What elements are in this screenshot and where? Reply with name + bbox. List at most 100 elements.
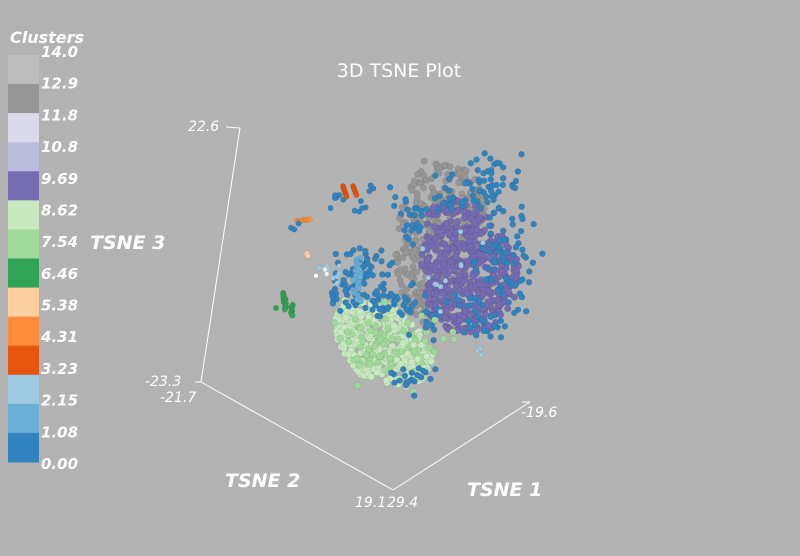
data-point[interactable]: [357, 324, 365, 332]
data-point[interactable]: [505, 299, 512, 306]
data-point[interactable]: [424, 220, 432, 228]
data-point[interactable]: [509, 221, 516, 228]
data-point[interactable]: [502, 249, 510, 257]
data-point[interactable]: [306, 216, 313, 223]
data-point[interactable]: [488, 277, 495, 284]
data-point[interactable]: [363, 351, 371, 359]
data-point[interactable]: [366, 267, 373, 275]
data-point[interactable]: [366, 360, 374, 368]
data-point[interactable]: [420, 184, 427, 192]
data-point[interactable]: [465, 318, 472, 325]
data-point[interactable]: [373, 368, 381, 377]
data-point[interactable]: [337, 328, 345, 337]
data-point[interactable]: [408, 369, 415, 376]
data-point[interactable]: [399, 339, 407, 347]
data-point[interactable]: [457, 228, 464, 235]
data-point[interactable]: [519, 246, 526, 253]
data-point[interactable]: [372, 301, 379, 309]
data-point[interactable]: [381, 366, 389, 374]
data-point[interactable]: [446, 163, 454, 171]
data-point[interactable]: [429, 242, 437, 250]
data-point[interactable]: [487, 155, 494, 162]
data-point[interactable]: [476, 203, 484, 210]
data-point[interactable]: [481, 150, 488, 157]
data-point[interactable]: [408, 282, 415, 289]
data-point[interactable]: [344, 338, 352, 346]
data-point[interactable]: [453, 217, 461, 225]
data-point[interactable]: [472, 267, 479, 274]
data-point[interactable]: [388, 369, 395, 376]
data-point[interactable]: [371, 343, 379, 351]
data-point[interactable]: [405, 331, 413, 339]
data-point[interactable]: [503, 259, 511, 267]
data-point[interactable]: [435, 205, 442, 213]
data-point[interactable]: [392, 193, 399, 201]
data-point[interactable]: [281, 306, 288, 313]
data-point[interactable]: [501, 236, 508, 243]
data-point[interactable]: [473, 332, 480, 339]
data-point[interactable]: [456, 317, 464, 325]
data-point[interactable]: [387, 354, 395, 362]
data-point[interactable]: [514, 168, 522, 175]
data-point[interactable]: [487, 313, 495, 321]
data-point[interactable]: [398, 281, 405, 289]
data-point[interactable]: [354, 381, 362, 389]
data-point[interactable]: [413, 268, 421, 276]
data-point[interactable]: [344, 350, 353, 359]
data-point[interactable]: [520, 252, 527, 259]
data-point[interactable]: [410, 341, 418, 349]
data-point[interactable]: [456, 302, 463, 309]
data-point[interactable]: [401, 294, 408, 301]
data-point[interactable]: [418, 212, 426, 220]
data-point[interactable]: [473, 156, 480, 163]
data-point[interactable]: [511, 309, 518, 317]
data-point[interactable]: [333, 295, 340, 303]
data-point[interactable]: [337, 307, 344, 315]
data-point[interactable]: [402, 249, 410, 257]
data-point[interactable]: [490, 209, 498, 216]
data-point[interactable]: [373, 288, 380, 295]
data-point[interactable]: [340, 196, 347, 203]
data-point[interactable]: [518, 151, 525, 158]
data-point[interactable]: [402, 233, 410, 241]
data-point[interactable]: [526, 268, 533, 275]
data-point[interactable]: [432, 172, 439, 179]
data-point[interactable]: [363, 293, 371, 300]
data-point[interactable]: [414, 355, 422, 363]
data-point[interactable]: [474, 166, 481, 174]
data-point[interactable]: [510, 259, 517, 267]
data-point[interactable]: [479, 301, 487, 309]
data-point[interactable]: [359, 337, 367, 345]
data-point[interactable]: [392, 251, 400, 259]
data-point[interactable]: [330, 275, 336, 282]
data-point[interactable]: [443, 244, 451, 252]
data-point[interactable]: [397, 210, 405, 217]
data-point[interactable]: [446, 187, 453, 194]
data-point[interactable]: [454, 240, 462, 248]
data-point[interactable]: [480, 245, 487, 252]
data-point[interactable]: [424, 236, 432, 244]
data-point[interactable]: [431, 295, 439, 303]
data-point[interactable]: [391, 202, 398, 210]
data-point[interactable]: [464, 258, 472, 266]
data-point[interactable]: [479, 291, 487, 299]
data-point[interactable]: [450, 266, 458, 274]
data-point[interactable]: [441, 314, 449, 322]
data-point[interactable]: [434, 281, 440, 288]
data-point[interactable]: [331, 319, 339, 327]
data-point[interactable]: [440, 268, 448, 276]
data-point[interactable]: [273, 305, 280, 312]
data-point[interactable]: [361, 280, 368, 287]
data-point[interactable]: [400, 327, 408, 335]
data-point[interactable]: [369, 272, 376, 279]
data-point[interactable]: [336, 270, 343, 276]
data-point[interactable]: [460, 277, 468, 285]
data-point[interactable]: [422, 176, 430, 184]
data-point[interactable]: [484, 199, 491, 206]
data-point[interactable]: [390, 322, 398, 330]
data-point[interactable]: [480, 327, 487, 335]
data-point[interactable]: [334, 280, 341, 287]
data-point[interactable]: [452, 291, 459, 299]
data-point[interactable]: [437, 308, 444, 315]
data-point[interactable]: [420, 157, 428, 165]
